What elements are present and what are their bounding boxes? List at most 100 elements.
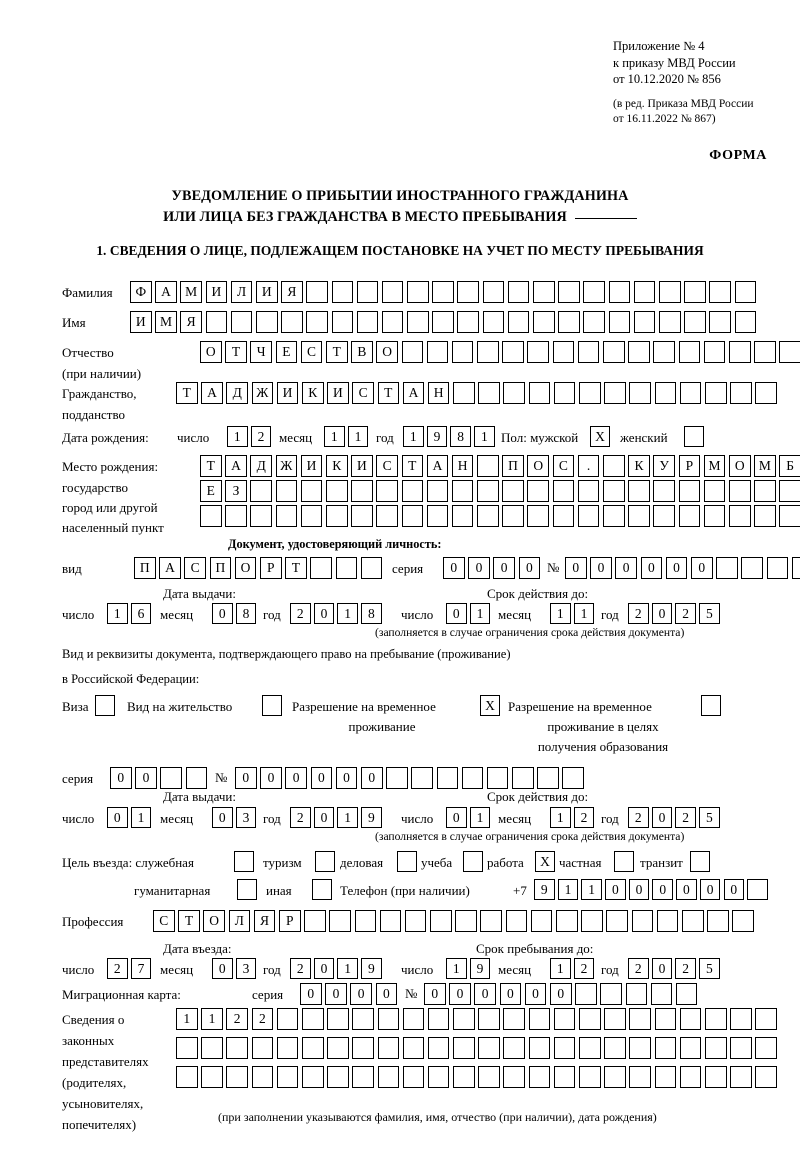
char-cell[interactable] [461,767,484,789]
char-cell[interactable]: Л [230,281,253,303]
char-cell[interactable] [402,1037,425,1059]
char-cell[interactable]: 0 [313,807,335,828]
title-blank-line[interactable] [574,218,637,219]
purpose-transit-checkbox[interactable] [690,851,710,872]
char-cell[interactable] [558,281,580,303]
char-cell[interactable] [351,505,373,527]
char-cell[interactable]: 9 [469,958,491,979]
char-cell[interactable] [478,1037,500,1059]
char-cell[interactable] [527,505,550,527]
char-cell[interactable] [537,767,559,789]
char-cell[interactable]: 7 [130,958,152,979]
char-cell[interactable] [732,910,754,932]
char-cell[interactable]: 1 [201,1008,223,1030]
char-cell[interactable]: П [502,455,524,477]
char-cell[interactable] [453,1037,475,1059]
char-cell[interactable]: С [153,910,175,932]
char-cell[interactable]: 0 [107,807,128,828]
char-cell[interactable]: 2 [628,807,649,828]
char-cell[interactable] [754,341,776,363]
char-cell[interactable] [734,311,757,333]
char-cell[interactable] [230,311,253,333]
char-cell[interactable] [426,341,449,363]
char-cell[interactable]: О [728,455,751,477]
char-cell[interactable]: С [376,455,398,477]
char-cell[interactable] [426,480,449,502]
char-cell[interactable]: А [426,455,449,477]
char-cell[interactable] [755,1066,777,1088]
char-cell[interactable] [325,505,348,527]
char-cell[interactable] [376,480,398,502]
char-cell[interactable] [553,1008,576,1030]
char-cell[interactable]: 0 [499,983,522,1005]
char-cell[interactable] [625,983,648,1005]
char-cell[interactable] [160,767,182,789]
char-cell[interactable]: 1 [581,879,602,900]
char-cell[interactable] [604,1066,626,1088]
char-cell[interactable] [608,311,631,333]
char-cell[interactable] [730,1037,752,1059]
sex-male-checkbox[interactable]: X [590,426,610,447]
char-cell[interactable]: М [703,455,726,477]
char-cell[interactable] [558,311,580,333]
char-cell[interactable]: 0 [493,557,515,579]
char-cell[interactable] [779,480,800,502]
char-cell[interactable]: А [201,382,223,404]
char-cell[interactable] [301,1037,324,1059]
char-cell[interactable] [503,1008,526,1030]
char-cell[interactable] [704,382,727,404]
char-cell[interactable]: 0 [424,983,446,1005]
char-cell[interactable] [684,281,706,303]
char-cell[interactable]: Н [451,455,474,477]
char-cell[interactable] [631,910,654,932]
char-cell[interactable]: Я [281,281,303,303]
char-cell[interactable]: 1 [227,426,248,447]
char-cell[interactable] [453,382,475,404]
char-cell[interactable] [377,1037,400,1059]
char-cell[interactable]: 2 [675,807,696,828]
temp-residence-checkbox[interactable]: X [480,695,500,716]
char-cell[interactable] [356,311,379,333]
char-cell[interactable] [327,1008,349,1030]
char-cell[interactable]: 1 [130,807,152,828]
char-cell[interactable] [176,1066,198,1088]
char-cell[interactable] [679,1008,702,1030]
char-cell[interactable] [480,910,503,932]
char-cell[interactable]: М [155,311,177,333]
char-cell[interactable] [276,1066,299,1088]
char-cell[interactable] [455,910,477,932]
char-cell[interactable] [502,505,524,527]
char-cell[interactable] [477,455,499,477]
char-cell[interactable] [401,341,424,363]
purpose-private-checkbox[interactable] [614,851,634,872]
char-cell[interactable] [325,480,348,502]
char-cell[interactable]: 0 [325,983,347,1005]
char-cell[interactable] [629,1037,651,1059]
char-cell[interactable]: 1 [337,807,358,828]
char-cell[interactable] [451,505,474,527]
char-cell[interactable]: 3 [235,807,257,828]
char-cell[interactable]: Б [779,455,800,477]
char-cell[interactable]: О [527,455,550,477]
char-cell[interactable] [603,341,625,363]
char-cell[interactable]: С [300,341,323,363]
purpose-tourism-checkbox[interactable] [315,851,335,872]
char-cell[interactable] [577,341,600,363]
char-cell[interactable] [404,910,427,932]
char-cell[interactable]: 0 [651,958,673,979]
char-cell[interactable]: 2 [250,426,272,447]
char-cell[interactable]: 0 [212,807,233,828]
char-cell[interactable] [401,505,424,527]
char-cell[interactable]: 0 [449,983,471,1005]
char-cell[interactable]: 2 [290,958,311,979]
char-cell[interactable]: А [402,382,425,404]
char-cell[interactable]: 2 [573,958,595,979]
